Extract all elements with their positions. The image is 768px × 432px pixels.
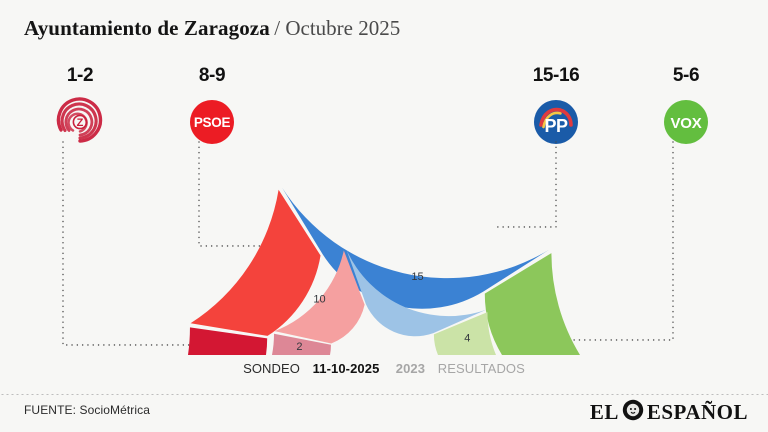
inner-label-pp: 15 (411, 271, 423, 283)
svg-text:PSOE: PSOE (194, 115, 231, 130)
party-seats-psoe: 8-9 (198, 65, 226, 86)
pp-logo-icon: PP (528, 94, 584, 150)
ring-segment-zec (188, 327, 268, 355)
leader-line-zec (62, 141, 206, 346)
leader-line-vox (544, 141, 674, 341)
party-column-vox: 5-6 VOX (626, 66, 746, 150)
psoe-logo-icon: PSOE (184, 94, 240, 150)
source-text: FUENTE: SocioMétrica (24, 403, 151, 417)
ring-segment-psoe (274, 250, 365, 344)
title-main: Ayuntamiento de Zaragoza (24, 16, 270, 40)
ring-segments (188, 187, 580, 432)
zec-logo-icon: Z (52, 94, 108, 150)
ring-segment-vox (484, 253, 580, 355)
chart-legend: SONDEO 11-10-2025 2023 RESULTADOS (0, 360, 768, 378)
leader-lines (62, 141, 674, 346)
lion-head-icon (622, 399, 644, 426)
brand-left-text: EL (589, 400, 619, 424)
svg-text:Z: Z (77, 117, 84, 129)
svg-text:PP: PP (544, 116, 568, 136)
party-column-zec: 1-2 Z (20, 66, 140, 150)
ring-segment-zec (272, 333, 331, 355)
ring-segment-vox (433, 312, 496, 355)
ring-separator (264, 355, 504, 432)
brand-logo: EL ESPAÑOL (590, 399, 748, 426)
party-seats-vox: 5-6 (672, 65, 700, 86)
ring-segment-psoe (190, 189, 321, 336)
party-column-psoe: 8-9 PSOE (152, 66, 272, 150)
title-subtitle: / Octubre 2025 (274, 16, 401, 40)
vox-logo-icon: VOX (658, 94, 714, 150)
inner-label-vox: 4 (464, 332, 470, 344)
leader-line-psoe (198, 141, 263, 247)
legend-results-label: RESULTADOS (437, 361, 525, 376)
inner-ring-value-labels: 2 10 15 4 (296, 271, 470, 353)
party-column-pp: 15-16 PP (496, 66, 616, 150)
footer-divider (0, 394, 768, 395)
svg-text:VOX: VOX (670, 115, 701, 132)
inner-label-psoe: 10 (313, 294, 325, 306)
party-seats-pp: 15-16 (532, 65, 580, 86)
page-title: Ayuntamiento de Zaragoza / Octubre 2025 (24, 16, 400, 41)
legend-sondeo-date: 11-10-2025 (312, 361, 380, 376)
brand-right-text: ESPAÑOL (646, 400, 748, 424)
legend-results-year: 2023 (395, 361, 426, 376)
legend-sondeo-label: SONDEO (243, 361, 301, 376)
ring-segment-pp (346, 249, 487, 337)
inner-label-zec: 2 (296, 341, 302, 353)
leader-line-pp (492, 141, 557, 228)
party-seats-zec: 1-2 (66, 65, 94, 86)
